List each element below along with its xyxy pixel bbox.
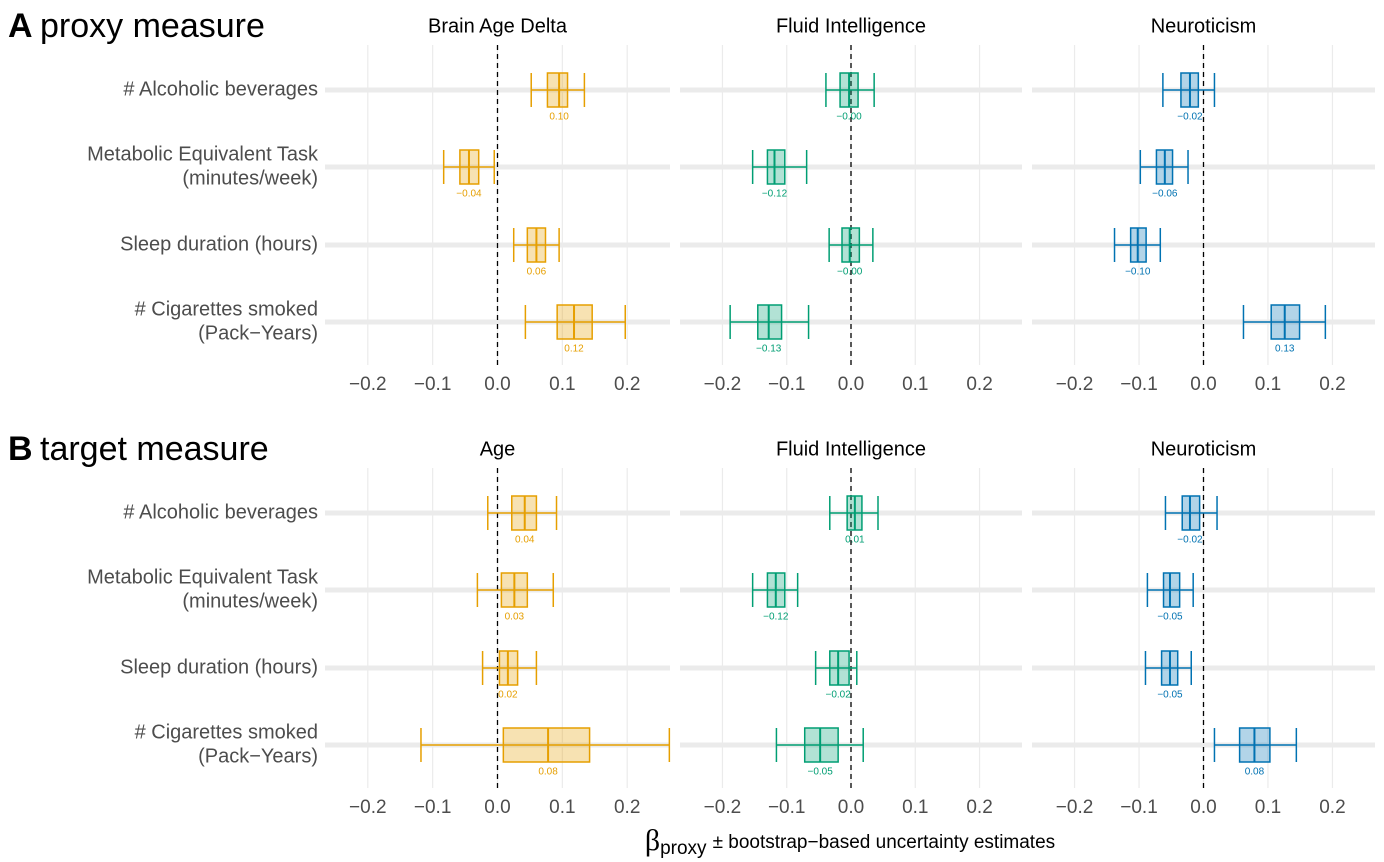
box — [546, 72, 569, 108]
x-tick-label: 0.0 — [1190, 797, 1216, 818]
value-label: −0.05 — [1157, 612, 1183, 623]
value-label: 0.13 — [1275, 344, 1295, 355]
box — [766, 149, 786, 185]
value-label: 0.12 — [564, 344, 584, 355]
value-label: −0.02 — [825, 690, 851, 701]
x-tick-label: 0.2 — [614, 797, 640, 818]
value-label: −0.00 — [836, 112, 862, 123]
x-tick-label: −0.1 — [768, 374, 806, 395]
x-tick-label: 0.0 — [484, 797, 510, 818]
x-tick-label: 0.2 — [614, 374, 640, 395]
x-tick-label: 0.2 — [1319, 797, 1345, 818]
value-label: −0.06 — [1152, 189, 1178, 200]
panel-title: Age — [480, 438, 516, 460]
x-tick-label: −0.2 — [1056, 797, 1094, 818]
x-tick-label: 0.0 — [838, 797, 864, 818]
value-label: 0.06 — [527, 267, 547, 278]
x-tick-label: −0.2 — [704, 797, 742, 818]
value-label: 0.03 — [505, 612, 525, 623]
x-tick-label: 0.1 — [902, 374, 928, 395]
value-label: 0.08 — [1245, 767, 1265, 778]
y-tick-label: # Cigarettes smoked — [135, 721, 318, 743]
y-tick-label: Sleep duration (hours) — [120, 233, 318, 255]
x-tick-label: 0.2 — [1319, 374, 1345, 395]
value-label: −0.05 — [1157, 690, 1183, 701]
y-tick-label: Metabolic Equivalent Task — [87, 566, 319, 588]
x-tick-label: −0.2 — [1056, 374, 1094, 395]
x-tick-label: 0.2 — [966, 797, 992, 818]
x-tick-label: −0.1 — [1120, 797, 1158, 818]
x-tick-label: −0.2 — [349, 374, 387, 395]
value-label: 0.08 — [538, 767, 558, 778]
x-tick-label: 0.1 — [549, 797, 575, 818]
row-title: target measure — [40, 430, 269, 468]
box — [502, 727, 591, 763]
x-tick-label: −0.2 — [704, 374, 742, 395]
value-label: 0.10 — [549, 112, 569, 123]
value-label: 0.02 — [498, 690, 518, 701]
x-tick-label: 0.1 — [549, 374, 575, 395]
y-tick-label: # Alcoholic beverages — [123, 501, 318, 523]
panel-title: Brain Age Delta — [428, 15, 568, 37]
x-axis-title: βproxy ± bootstrap−based uncertainty esti… — [645, 824, 1055, 859]
x-tick-label: 0.1 — [1255, 374, 1281, 395]
value-label: 0.04 — [515, 535, 535, 546]
row-letter: B — [8, 430, 33, 468]
panel-title: Neuroticism — [1151, 438, 1257, 460]
x-tick-label: −0.1 — [1120, 374, 1158, 395]
panel-title: Neuroticism — [1151, 15, 1257, 37]
x-tick-label: −0.1 — [768, 797, 806, 818]
x-axis-symbol: β — [645, 824, 660, 857]
panel-title: Fluid Intelligence — [776, 438, 926, 460]
value-label: −0.02 — [1177, 112, 1203, 123]
y-tick-label: Sleep duration (hours) — [120, 656, 318, 678]
value-label: −0.05 — [807, 767, 833, 778]
y-tick-label: Metabolic Equivalent Task — [87, 143, 319, 165]
x-tick-label: 0.0 — [1190, 374, 1216, 395]
x-tick-label: 0.1 — [1255, 797, 1281, 818]
y-tick-label: (minutes/week) — [182, 590, 318, 612]
value-label: −0.02 — [1177, 535, 1203, 546]
y-tick-label: (Pack−Years) — [198, 322, 318, 344]
value-label: −0.13 — [756, 344, 782, 355]
x-tick-label: 0.0 — [838, 374, 864, 395]
x-tick-label: −0.1 — [414, 374, 452, 395]
value-label: −0.00 — [837, 267, 863, 278]
x-tick-label: 0.0 — [484, 374, 510, 395]
x-tick-label: −0.2 — [349, 797, 387, 818]
y-tick-label: (minutes/week) — [182, 167, 318, 189]
y-tick-label: # Alcoholic beverages — [123, 78, 318, 100]
x-tick-label: 0.2 — [966, 374, 992, 395]
x-tick-label: −0.1 — [414, 797, 452, 818]
x-tick-label: 0.1 — [902, 797, 928, 818]
box — [829, 650, 850, 686]
row-letter: A — [8, 7, 33, 45]
value-label: −0.12 — [762, 189, 788, 200]
y-tick-label: (Pack−Years) — [198, 745, 318, 767]
value-label: −0.10 — [1125, 267, 1151, 278]
panel-title: Fluid Intelligence — [776, 15, 926, 37]
row-title: proxy measure — [40, 7, 265, 45]
value-label: −0.12 — [763, 612, 789, 623]
box — [803, 727, 839, 763]
x-axis-subscript: proxy — [660, 838, 707, 859]
value-label: −0.04 — [456, 189, 482, 200]
x-axis-text: ± bootstrap−based uncertainty estimates — [713, 832, 1056, 853]
box — [1162, 572, 1181, 608]
y-tick-label: # Cigarettes smoked — [135, 298, 318, 320]
value-label: 0.01 — [845, 535, 865, 546]
